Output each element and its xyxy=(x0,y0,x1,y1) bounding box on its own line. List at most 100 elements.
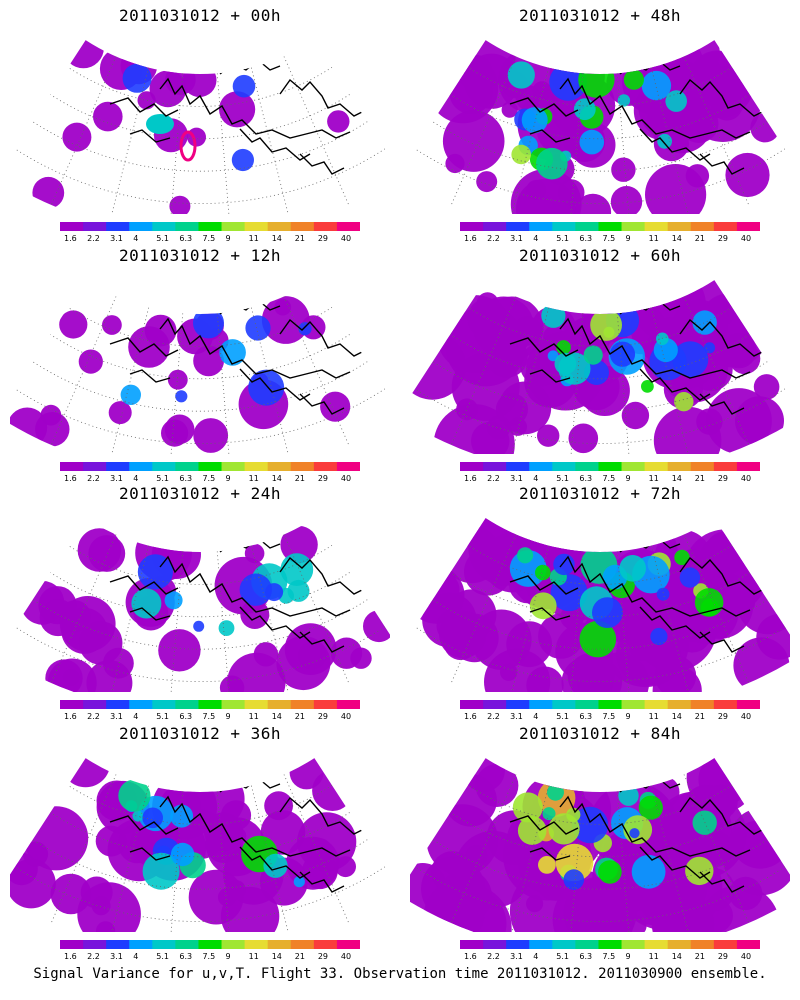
variance-map xyxy=(410,40,790,214)
colorbar-swatch xyxy=(267,940,292,949)
coastline xyxy=(559,317,751,379)
coastline xyxy=(279,796,367,835)
colorbar-tick-label: 6.3 xyxy=(579,712,592,721)
variance-shade xyxy=(276,636,331,691)
variance-shade xyxy=(219,91,256,128)
coastline xyxy=(529,129,571,143)
colorbar-tick-label: 2.2 xyxy=(487,234,500,243)
coastline xyxy=(159,77,351,139)
panel-title: 2011031012 + 36h xyxy=(118,724,282,743)
colorbar-tick-label: 1.6 xyxy=(464,952,477,961)
colorbar-swatch xyxy=(290,940,315,949)
colorbar-swatch xyxy=(313,940,338,949)
colorbar-swatch xyxy=(529,462,553,471)
colorbar-tick-label: 21 xyxy=(295,234,305,243)
colorbar-tick-label: 21 xyxy=(695,234,705,243)
colorbar-swatch xyxy=(644,940,669,949)
longitude-gridline xyxy=(108,545,150,692)
colorbar-tick-label: 21 xyxy=(695,952,705,961)
variance-shade xyxy=(700,598,719,617)
longitude-gridline xyxy=(169,791,184,932)
colorbar-tick-label: 5.1 xyxy=(556,712,569,721)
colorbar-tick-label: 1.6 xyxy=(464,234,477,243)
colorbar-tick-label: 1.6 xyxy=(64,474,77,483)
colorbar-tick-label: 2.2 xyxy=(87,234,100,243)
variance-shade xyxy=(517,547,534,564)
variance-shade xyxy=(179,130,197,162)
variance-shade xyxy=(529,592,557,620)
coastline xyxy=(299,631,345,653)
colorbar-swatch xyxy=(690,940,715,949)
longitude-gridline xyxy=(616,551,631,692)
variance-shade xyxy=(611,157,636,182)
longitude-gridline xyxy=(569,551,584,692)
longitude-gridline xyxy=(250,785,292,932)
colorbar-swatch xyxy=(198,462,223,471)
variance-shade xyxy=(641,70,672,101)
colorbar-tick-label: 1.6 xyxy=(464,474,477,483)
coastline xyxy=(129,129,171,143)
colorbar-tick-label: 21 xyxy=(295,474,305,483)
variance-shade xyxy=(88,535,126,572)
colorbar-swatch xyxy=(736,700,760,709)
panel-title: 2011031012 + 48h xyxy=(518,6,682,25)
variance-shade xyxy=(122,63,152,93)
colorbar-swatch xyxy=(106,700,130,709)
longitude-gridline xyxy=(50,774,117,924)
colorbar-swatch xyxy=(175,700,199,709)
coastline xyxy=(509,97,579,117)
colorbar-swatch xyxy=(575,222,599,231)
forecast-panel: 2011031012 + 24h 1.6 2.2 3.1 4 5.1 6.3 7.5 9 11 14… xyxy=(0,478,400,723)
colorbar-swatch xyxy=(506,700,530,709)
colorbar-tick-label: 40 xyxy=(741,234,751,243)
variance-shade xyxy=(103,647,134,679)
variance-shade xyxy=(464,547,512,596)
colorbar-tick-label: 29 xyxy=(718,474,728,483)
coastline xyxy=(159,795,351,857)
latitude-gridline xyxy=(450,812,750,858)
variance-shade xyxy=(579,129,605,155)
colorbar-tick-label: 29 xyxy=(718,712,728,721)
coastline xyxy=(509,815,579,835)
colorbar-swatch xyxy=(644,462,669,471)
colorbar-swatch xyxy=(152,222,176,231)
variance-shade xyxy=(563,869,585,890)
variance-shade xyxy=(696,408,723,435)
colorbar-swatch xyxy=(575,700,599,709)
colorbar-tick-label: 5.1 xyxy=(156,952,169,961)
colorbar-tick-label: 2.2 xyxy=(487,952,500,961)
coastline xyxy=(529,847,571,861)
colorbar-tick-label: 4 xyxy=(533,712,538,721)
longitude-gridline xyxy=(450,296,517,446)
colorbar-swatch xyxy=(313,462,338,471)
colorbar-swatch xyxy=(460,940,484,949)
colorbar-swatch xyxy=(644,700,669,709)
coastline xyxy=(109,97,179,117)
longitude-gridline xyxy=(169,313,184,454)
colorbar-tick-label: 14 xyxy=(672,234,682,243)
variance-shade xyxy=(507,61,535,89)
colorbar-swatch xyxy=(736,462,760,471)
variance-shade xyxy=(350,647,372,669)
coastline xyxy=(279,78,367,117)
colorbar-swatch xyxy=(290,700,315,709)
variance-shade xyxy=(555,843,594,882)
variance-shade xyxy=(623,69,644,90)
colorbar-swatch xyxy=(690,462,715,471)
colorbar-swatch xyxy=(460,462,484,471)
panel-title: 2011031012 + 24h xyxy=(118,484,282,503)
variance-shade xyxy=(692,310,717,335)
colorbar-swatch xyxy=(667,462,692,471)
variance-shade xyxy=(547,783,564,801)
variance-shade xyxy=(536,147,568,180)
variance-shade xyxy=(219,339,246,366)
coastline xyxy=(279,556,367,595)
colorbar-tick-label: 40 xyxy=(341,234,351,243)
colorbar-tick-label: 40 xyxy=(741,474,751,483)
colorbar-swatch xyxy=(552,462,576,471)
forecast-panel: 2011031012 + 36h 1.6 2.2 3.1 4 5.1 6.3 7.5 9 11 14… xyxy=(0,718,400,963)
coastline xyxy=(109,815,179,835)
variance-shade xyxy=(508,417,527,436)
variance-shade xyxy=(735,396,784,446)
variance-shade xyxy=(621,401,650,430)
